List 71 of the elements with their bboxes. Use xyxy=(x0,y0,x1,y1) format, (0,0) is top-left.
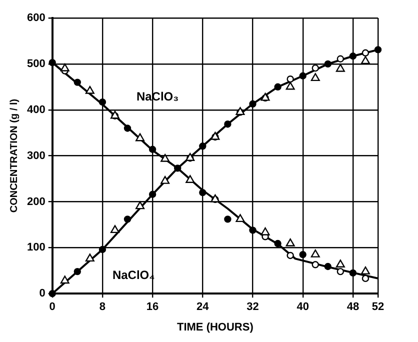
point xyxy=(98,246,106,254)
point xyxy=(199,142,206,150)
y-tick-label: 600 xyxy=(26,12,46,24)
y-tick-label: 0 xyxy=(39,288,46,300)
point xyxy=(160,154,170,162)
point xyxy=(362,274,370,282)
point xyxy=(349,52,357,60)
point xyxy=(74,78,82,86)
point xyxy=(136,201,145,210)
point xyxy=(324,60,332,68)
point xyxy=(249,100,256,108)
point xyxy=(48,290,56,298)
y-tick-label: 300 xyxy=(26,150,46,162)
point xyxy=(324,262,332,270)
point xyxy=(312,64,319,72)
point xyxy=(148,146,156,153)
point xyxy=(148,190,156,198)
point xyxy=(274,240,282,248)
point xyxy=(110,225,120,234)
point xyxy=(186,175,195,183)
x-axis-title: TIME (HOURS) xyxy=(176,321,254,334)
point xyxy=(199,188,206,196)
x-tick-label: 32 xyxy=(246,301,259,314)
point xyxy=(362,49,370,57)
point xyxy=(374,46,382,54)
x-tick-label: 48 xyxy=(346,301,360,314)
point xyxy=(174,164,182,172)
y-tick-label: 100 xyxy=(26,242,46,254)
point xyxy=(336,55,344,62)
x-tick-label: 8 xyxy=(99,301,106,314)
point xyxy=(224,120,232,128)
x-tick-label: 52 xyxy=(372,301,384,314)
point xyxy=(260,227,270,236)
point xyxy=(286,252,294,260)
point xyxy=(274,83,282,90)
point xyxy=(299,72,306,80)
point xyxy=(124,124,132,132)
y-tick-label: 500 xyxy=(26,58,46,70)
x-tick-label: 16 xyxy=(146,301,159,314)
point xyxy=(286,238,295,246)
point xyxy=(48,58,56,66)
x-tick-label: 24 xyxy=(196,301,210,314)
point xyxy=(85,254,94,262)
y-axis-title: CONCENTRATION (g / l) xyxy=(8,98,20,213)
point xyxy=(286,82,295,90)
x-tick-label: 40 xyxy=(296,301,309,314)
point xyxy=(299,250,306,258)
point xyxy=(336,268,344,276)
point xyxy=(360,266,370,274)
point xyxy=(136,133,145,142)
point xyxy=(85,86,94,94)
point xyxy=(360,56,370,64)
point xyxy=(60,63,70,72)
point xyxy=(286,75,294,83)
point xyxy=(310,73,320,82)
point xyxy=(124,216,132,223)
point xyxy=(74,268,82,276)
point xyxy=(336,64,345,72)
point xyxy=(310,249,320,258)
point xyxy=(236,214,245,222)
point xyxy=(336,260,345,268)
y-tick-label: 200 xyxy=(26,196,46,208)
x-tick-label: 0 xyxy=(49,301,56,314)
point xyxy=(312,261,319,268)
point xyxy=(349,269,357,277)
point xyxy=(160,176,170,184)
point xyxy=(224,216,232,223)
point xyxy=(98,98,106,106)
y-tick-label: 400 xyxy=(26,104,46,116)
point xyxy=(60,276,70,284)
point xyxy=(249,226,256,234)
